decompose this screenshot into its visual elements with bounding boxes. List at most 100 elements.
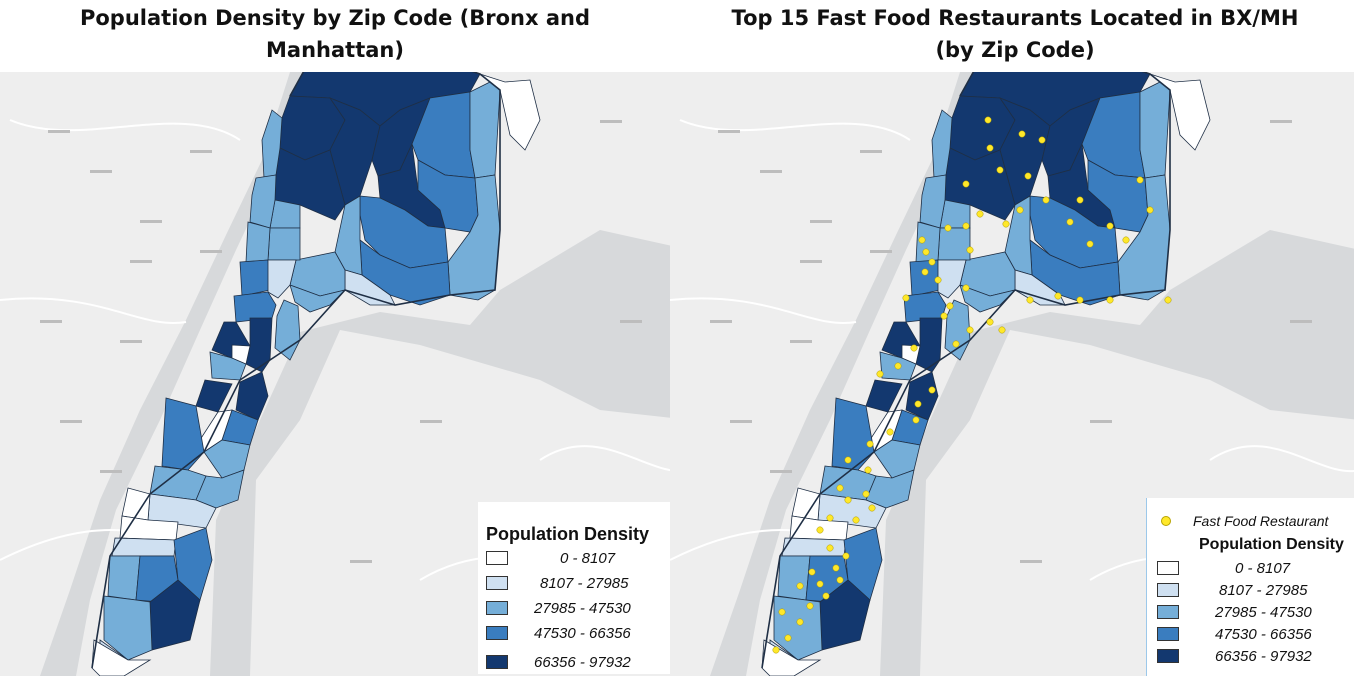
legend-marker-label: Fast Food Restaurant (1193, 513, 1329, 529)
basemap-place-label (860, 150, 882, 153)
fast-food-restaurant-marker (976, 210, 984, 218)
zip-code-area (905, 371, 939, 421)
basemap-place-label (130, 260, 152, 263)
fast-food-restaurant-marker (1164, 296, 1172, 304)
legend-swatch (1157, 605, 1179, 619)
fast-food-restaurant-marker (914, 400, 922, 408)
zip-code-area (267, 227, 301, 261)
legend-title: Population Density (486, 524, 650, 544)
basemap-place-label (350, 560, 372, 563)
fast-food-restaurant-marker (796, 582, 804, 590)
zip-code-area (103, 595, 153, 661)
population-density-legend: Population Density 0 - 8107 8107 - 27985… (478, 502, 670, 674)
basemap-place-label (730, 420, 752, 423)
fast-food-restaurant-marker (852, 516, 860, 524)
fast-food-restaurant-marker (1106, 222, 1114, 230)
fast-food-restaurant-marker (1024, 172, 1032, 180)
basemap-place-label (1270, 120, 1292, 123)
left-map-title: Population Density by Zip Code (Bronx an… (0, 2, 670, 66)
fast-food-restaurant-marker (868, 504, 876, 512)
hudson-river (710, 72, 1000, 676)
legend-label: 0 - 8107 (1235, 560, 1291, 577)
map-layer (0, 72, 670, 676)
fast-food-restaurant-marker (962, 284, 970, 292)
legend-swatch (486, 601, 508, 615)
fast-food-restaurant-marker (996, 166, 1004, 174)
fast-food-restaurant-marker (910, 344, 918, 352)
fast-food-marker-icon (1161, 516, 1171, 526)
zip-code-area (777, 555, 811, 601)
fast-food-restaurant-marker (1038, 136, 1046, 144)
basemap-place-label (718, 130, 740, 133)
fast-food-restaurant-marker (902, 294, 910, 302)
basemap-place-label (620, 320, 642, 323)
legend-swatch (486, 551, 508, 565)
fast-food-restaurant-marker (822, 592, 830, 600)
fast-food-restaurant-marker (844, 456, 852, 464)
fast-food-restaurant-marker (826, 514, 834, 522)
fast-food-restaurant-marker (984, 116, 992, 124)
basemap-place-label (800, 260, 822, 263)
fast-food-restaurant-marker (1086, 240, 1094, 248)
basemap-place-label (140, 220, 162, 223)
fast-food-restaurant-marker (876, 370, 884, 378)
legend-label: 27985 - 47530 (1215, 604, 1312, 621)
basemap-place-label (710, 320, 732, 323)
legend-swatch (1157, 627, 1179, 641)
zip-code-area (289, 284, 347, 313)
fast-food-restaurant-marker (966, 246, 974, 254)
fast-food-restaurant-marker (778, 608, 786, 616)
fast-food-restaurant-marker (894, 362, 902, 370)
legend-swatch (1157, 649, 1179, 663)
fast-food-restaurant-marker (816, 580, 824, 588)
fast-food-restaurant-marker (912, 416, 920, 424)
boundary-outline (761, 72, 1171, 669)
fast-food-restaurant-marker (806, 602, 814, 610)
basemap-place-label (190, 150, 212, 153)
fast-food-restaurant-marker (918, 236, 926, 244)
fast-food-restaurant-marker (934, 276, 942, 284)
fast-food-restaurant-marker (944, 224, 952, 232)
basemap-place-label (810, 220, 832, 223)
zip-code-area (173, 527, 213, 601)
population-density-map[interactable] (0, 72, 670, 676)
fast-food-restaurant-marker (928, 386, 936, 394)
fast-food-restaurant-marker (1026, 296, 1034, 304)
map-layer (670, 72, 1354, 676)
zip-code-area (209, 351, 247, 381)
fast-food-restaurant-marker (998, 326, 1006, 334)
basemap-place-label (200, 250, 222, 253)
fast-food-restaurant-marker (1146, 206, 1154, 214)
fast-food-restaurant-marker (921, 268, 929, 276)
zip-code-area (873, 439, 921, 479)
basemap-place-label (100, 470, 122, 473)
legend-swatch (486, 626, 508, 640)
fast-food-restaurant-marker (866, 440, 874, 448)
basemap-place-label (420, 420, 442, 423)
fast-food-restaurant-marker (986, 144, 994, 152)
east-river-sound (880, 230, 1354, 676)
basemap-place-label (790, 340, 812, 343)
fast-food-restaurant-marker (946, 302, 954, 310)
fast-food-restaurant-marker (940, 312, 948, 320)
fast-food-restaurant-map[interactable] (670, 72, 1354, 676)
fast-food-restaurant-marker (1076, 196, 1084, 204)
legend-label: 66356 - 97932 (534, 654, 631, 671)
fast-food-restaurant-marker (842, 552, 850, 560)
legend-swatch (486, 655, 508, 669)
zip-code-area (1139, 81, 1171, 179)
zip-code-area (111, 537, 177, 557)
fast-food-restaurant-marker (1122, 236, 1130, 244)
basemap-place-label (600, 120, 622, 123)
left-map-title-line-2: Manhattan) (266, 38, 404, 62)
zip-code-area (447, 174, 501, 301)
basemap-place-label (1290, 320, 1312, 323)
fast-food-restaurant-marker (772, 646, 780, 654)
basemap-place-label (870, 250, 892, 253)
zip-code-area (107, 555, 141, 601)
zip-code-area (267, 259, 297, 299)
zip-code-area (937, 259, 967, 299)
fast-food-restaurant-marker (1018, 130, 1026, 138)
fast-food-restaurant-marker (928, 258, 936, 266)
legend-swatch (486, 576, 508, 590)
